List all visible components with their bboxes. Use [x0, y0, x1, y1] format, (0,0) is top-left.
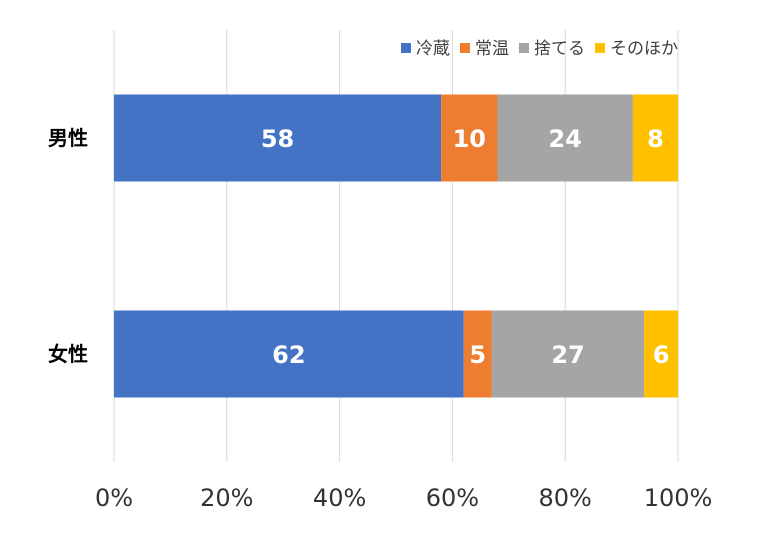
bar-segment — [644, 310, 678, 398]
legend-label: 捨てる — [534, 39, 585, 59]
bars — [114, 94, 678, 398]
legend-label: 常温 — [475, 39, 509, 59]
x-tick-label: 0% — [95, 484, 133, 512]
bar-segment — [491, 310, 645, 398]
x-tick-label: 40% — [313, 484, 366, 512]
bar-segment — [114, 310, 464, 398]
bar-segment — [114, 94, 442, 182]
legend-item: 冷蔵 — [401, 39, 450, 59]
legend-item: 捨てる — [519, 39, 585, 59]
data-label: 24 — [548, 125, 581, 153]
x-tick-label: 20% — [200, 484, 253, 512]
data-label: 62 — [272, 341, 305, 369]
legend-label: そのほか — [610, 39, 678, 59]
x-tick-label: 100% — [644, 484, 713, 512]
bar-segment — [463, 310, 492, 398]
category-label: 男性 — [48, 126, 88, 150]
legend-swatch — [595, 43, 605, 53]
bar-segment — [632, 94, 678, 182]
data-label: 58 — [261, 125, 294, 153]
legend-label: 冷蔵 — [416, 39, 450, 59]
data-label: 8 — [647, 125, 664, 153]
data-label: 27 — [551, 341, 584, 369]
value-axis: 0% 20% 40% 60% 80% 100% — [95, 484, 712, 512]
x-tick-label: 80% — [539, 484, 592, 512]
legend: 冷蔵 常温 捨てる そのほか — [401, 39, 678, 59]
bar-segment — [497, 94, 633, 182]
x-tick-label: 60% — [426, 484, 479, 512]
legend-swatch — [401, 43, 411, 53]
legend-swatch — [460, 43, 470, 53]
category-label: 女性 — [48, 342, 88, 366]
data-label: 5 — [469, 341, 486, 369]
data-labels: 58 10 24 8 62 5 27 6 — [261, 125, 670, 369]
legend-swatch — [519, 43, 529, 53]
data-label: 10 — [453, 125, 486, 153]
legend-item: そのほか — [595, 39, 678, 59]
data-label: 6 — [653, 341, 670, 369]
legend-item: 常温 — [460, 39, 509, 59]
bar-segment — [441, 94, 498, 182]
